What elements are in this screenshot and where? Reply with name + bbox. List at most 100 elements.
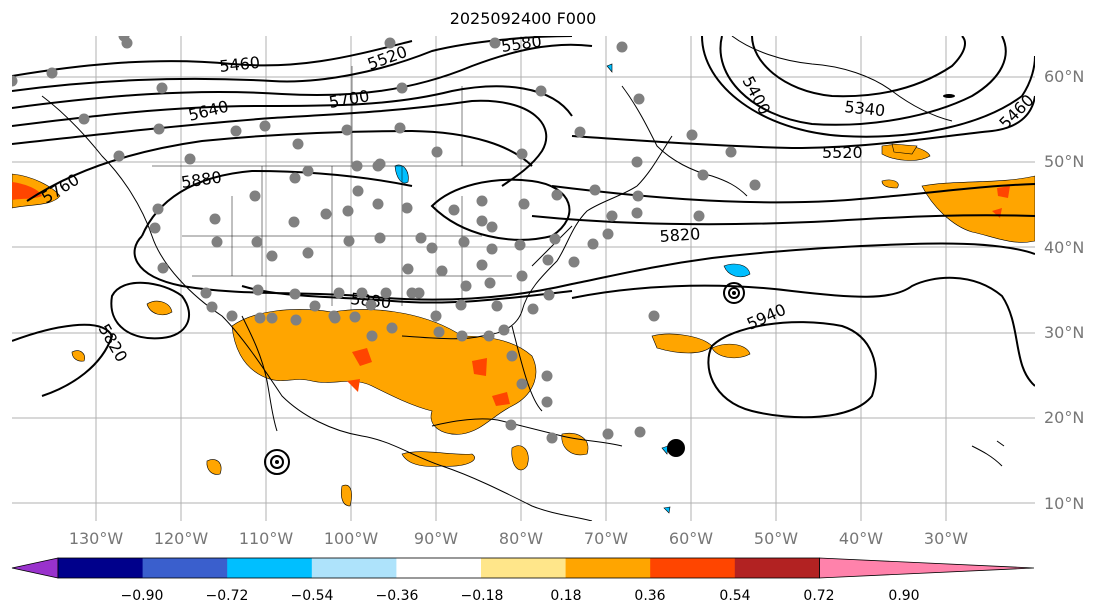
station-dot bbox=[394, 122, 406, 134]
lon-label: 30°W bbox=[923, 529, 969, 548]
station-dot bbox=[498, 324, 510, 336]
station-dot bbox=[541, 370, 553, 382]
colorbar-tick-label: −0.90 bbox=[120, 588, 164, 604]
colorbar-extend-high bbox=[819, 557, 1035, 579]
station-dot bbox=[384, 37, 396, 49]
station-dot bbox=[211, 236, 223, 248]
station-dot bbox=[413, 287, 425, 299]
contour-label: 5340 bbox=[844, 97, 886, 120]
lon-label: 40°W bbox=[838, 529, 884, 548]
colorbar-segment bbox=[565, 558, 651, 578]
station-dot bbox=[372, 160, 384, 172]
station-dot bbox=[568, 256, 580, 268]
station-dot bbox=[505, 419, 517, 431]
station-dot bbox=[489, 37, 501, 49]
colorbar-tick-label: 0.18 bbox=[550, 588, 582, 604]
station-dot bbox=[349, 311, 361, 323]
station-dot bbox=[460, 280, 472, 292]
lon-label: 130°W bbox=[68, 529, 124, 548]
station-dot bbox=[516, 148, 528, 160]
lon-label: 120°W bbox=[153, 529, 209, 548]
station-dot bbox=[351, 160, 363, 172]
contour-5640 bbox=[12, 85, 573, 127]
colorbar-segment bbox=[227, 558, 313, 578]
station-dot bbox=[266, 312, 278, 324]
station-dot bbox=[436, 265, 448, 277]
contour-canada-loop bbox=[430, 178, 571, 241]
station-dot bbox=[328, 310, 340, 322]
station-dot bbox=[455, 299, 467, 311]
station-dot bbox=[516, 378, 528, 390]
closed-low-ring bbox=[723, 282, 745, 304]
lat-label: 40°N bbox=[1044, 238, 1085, 257]
station-dot bbox=[631, 156, 643, 168]
pacific-low-ring bbox=[270, 455, 284, 469]
colorbar-segment bbox=[311, 558, 397, 578]
station-dot bbox=[343, 235, 355, 247]
lon-label: 50°W bbox=[753, 529, 799, 548]
storm-eye bbox=[275, 460, 279, 464]
station-dot bbox=[380, 287, 392, 299]
station-dot bbox=[152, 203, 164, 215]
colorbar-segment bbox=[142, 558, 228, 578]
station-dot bbox=[486, 243, 498, 255]
station-dot bbox=[476, 195, 488, 207]
shade-area bbox=[711, 343, 751, 359]
shade-area bbox=[561, 433, 589, 456]
colorbar-frame bbox=[57, 557, 820, 579]
contour-5400 bbox=[719, 36, 1007, 126]
station-dot bbox=[527, 303, 539, 315]
station-dot bbox=[252, 284, 264, 296]
contour-5700 bbox=[12, 99, 548, 187]
lon-label: 90°W bbox=[413, 529, 459, 548]
contour-5580 bbox=[12, 43, 593, 109]
station-dot bbox=[476, 215, 488, 227]
storm-marker bbox=[667, 439, 685, 457]
station-dot bbox=[149, 222, 161, 234]
station-dot bbox=[396, 82, 408, 94]
shade-area bbox=[401, 451, 475, 467]
contour-5760 bbox=[26, 129, 533, 202]
station-dot bbox=[535, 85, 547, 97]
colorbar-segment bbox=[734, 558, 820, 578]
station-dot bbox=[602, 228, 614, 240]
station-dot bbox=[648, 310, 660, 322]
colorbar-tick-label: 0.36 bbox=[634, 588, 666, 604]
station-dot bbox=[749, 179, 761, 191]
station-dot bbox=[476, 259, 488, 271]
lat-label: 50°N bbox=[1044, 152, 1085, 171]
colorbar-tick-label: −0.18 bbox=[460, 588, 504, 604]
station-dot bbox=[290, 314, 302, 326]
map-panel: 5460 5520 5580 5640 5700 5760 5880 5820 … bbox=[12, 36, 1035, 521]
station-dot bbox=[78, 113, 90, 125]
lon-label: 100°W bbox=[323, 529, 379, 548]
shade-area bbox=[723, 263, 751, 278]
station-dot bbox=[456, 330, 468, 342]
coastlines bbox=[41, 36, 1005, 521]
station-dot bbox=[697, 169, 709, 181]
colorbar-segment bbox=[650, 558, 736, 578]
station-dot bbox=[587, 238, 599, 250]
station-dot bbox=[602, 428, 614, 440]
contour-label: 5520 bbox=[822, 143, 863, 162]
contour-5940-loop bbox=[707, 321, 877, 419]
height-contours bbox=[12, 36, 1035, 475]
contour-5700-east bbox=[551, 183, 1035, 204]
lon-label: 70°W bbox=[583, 529, 629, 548]
station-dot bbox=[426, 242, 438, 254]
contour-5880b bbox=[241, 285, 573, 304]
station-dot bbox=[516, 270, 528, 282]
contour-5520 bbox=[12, 36, 573, 92]
colorbar-tick-label: 0.54 bbox=[719, 588, 751, 604]
station-dot bbox=[372, 198, 384, 210]
station-dot bbox=[341, 124, 353, 136]
station-dot bbox=[589, 184, 601, 196]
station-dot bbox=[491, 300, 503, 312]
station-dot bbox=[157, 262, 169, 274]
station-dot bbox=[352, 185, 364, 197]
station-dot bbox=[374, 232, 386, 244]
colorbar-segment bbox=[58, 558, 144, 578]
station-dot bbox=[209, 213, 221, 225]
colorbar-segment bbox=[396, 558, 482, 578]
shade-area bbox=[71, 350, 85, 362]
